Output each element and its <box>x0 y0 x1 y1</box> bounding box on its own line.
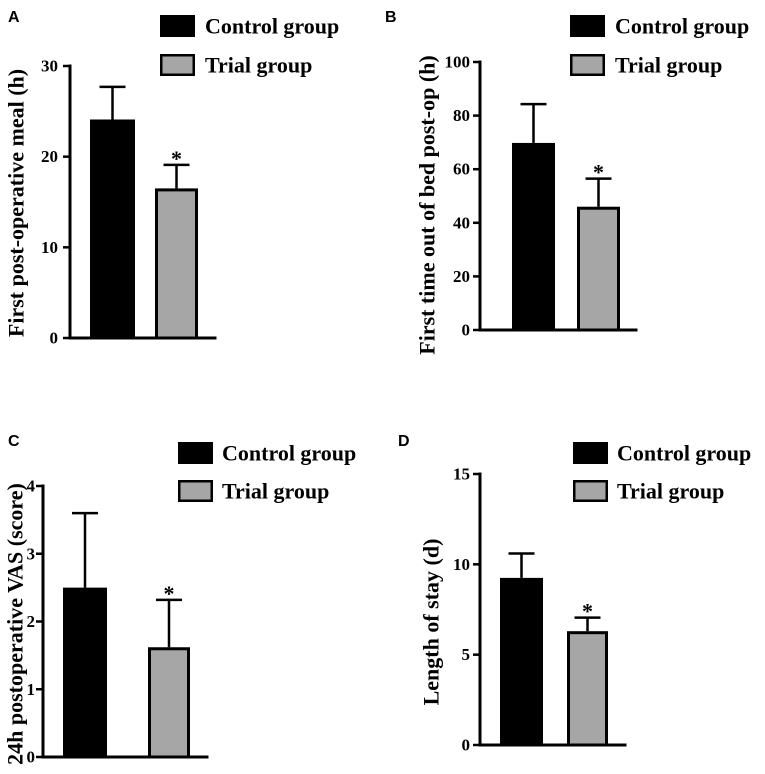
y-tick-label: 0 <box>462 736 471 755</box>
y-tick-label: 20 <box>453 267 470 286</box>
y-axis-title: 24h postoperative VAS (score) <box>3 483 28 765</box>
legend-label-control-group: Control group <box>615 14 749 39</box>
error-bar-control-group <box>520 102 547 143</box>
error-bar-trial-group <box>574 616 601 632</box>
legend-label-control-group: Control group <box>205 14 339 39</box>
y-tick-label: 0 <box>27 748 36 767</box>
panel-label: A <box>8 9 20 26</box>
legend-swatch-trial-group <box>573 480 608 502</box>
significance-asterisk: * <box>593 160 604 185</box>
bar-trial-group <box>577 206 620 332</box>
chart-panel-a: A First post-operative meal (h) Control gr… <box>4 9 340 348</box>
legend-swatch-trial-group <box>178 480 213 502</box>
legend-label-trial-group: Trial group <box>615 53 722 78</box>
error-bar-control-group <box>72 511 98 588</box>
legend-swatch-control-group <box>160 15 195 37</box>
y-tick-label: 5 <box>462 645 471 664</box>
y-axis-title: Length of stay (d) <box>419 539 444 706</box>
bar-trial-group <box>155 188 198 340</box>
y-tick-label: 40 <box>453 213 470 232</box>
bar-control-group <box>512 142 555 332</box>
bar-trial-group <box>567 631 608 747</box>
y-tick-label: 15 <box>453 465 470 484</box>
y-tick-label: 60 <box>453 160 470 179</box>
y-axis-title: First post-operative meal (h) <box>4 69 29 337</box>
y-tick-label: 10 <box>453 555 470 574</box>
panel-label: C <box>8 433 20 450</box>
significance-asterisk: * <box>582 599 593 624</box>
y-tick-label: 10 <box>41 238 58 257</box>
y-tick-label: 100 <box>445 53 471 72</box>
y-tick-label: 20 <box>41 147 58 166</box>
chart-panel-d: D Length of stay (d) Control group Trial gr… <box>398 433 751 755</box>
legend-swatch-control-group <box>570 15 605 37</box>
legend-swatch-control-group <box>573 442 608 464</box>
chart-panel-b: B First time out of bed post-op (h) Contro… <box>385 9 749 355</box>
y-tick-label: 4 <box>27 477 36 496</box>
panel-label: D <box>398 433 410 450</box>
error-bar-trial-group <box>163 163 190 189</box>
significance-asterisk: * <box>164 581 175 606</box>
legend-label-control-group: Control group <box>222 441 356 466</box>
y-tick-label: 1 <box>27 680 36 699</box>
y-tick-label: 3 <box>27 544 36 563</box>
legend-label-trial-group: Trial group <box>205 53 312 78</box>
bar-control-group <box>63 587 107 759</box>
significance-asterisk: * <box>171 146 182 171</box>
bar-trial-group <box>148 647 190 759</box>
y-tick-label: 0 <box>50 329 59 348</box>
legend-swatch-trial-group <box>160 54 195 76</box>
y-tick-label: 0 <box>462 321 471 340</box>
bar-control-group <box>90 119 135 340</box>
panel-label: B <box>385 9 397 26</box>
error-bar-control-group <box>508 552 535 578</box>
y-tick-label: 30 <box>41 57 58 76</box>
error-bar-trial-group <box>585 177 612 207</box>
chart-panel-c: C 24h postoperative VAS (score) Control gr… <box>3 433 357 767</box>
bar-control-group <box>500 577 543 747</box>
legend-swatch-trial-group <box>570 54 605 76</box>
legend-swatch-control-group <box>178 442 213 464</box>
error-bar-trial-group <box>156 598 182 648</box>
legend-label-control-group: Control group <box>617 441 751 466</box>
y-axis-title: First time out of bed post-op (h) <box>415 55 440 354</box>
error-bar-control-group <box>99 85 126 120</box>
y-tick-label: 80 <box>453 106 470 125</box>
legend-label-trial-group: Trial group <box>617 479 724 504</box>
legend-label-trial-group: Trial group <box>222 479 329 504</box>
y-tick-label: 2 <box>27 612 36 631</box>
